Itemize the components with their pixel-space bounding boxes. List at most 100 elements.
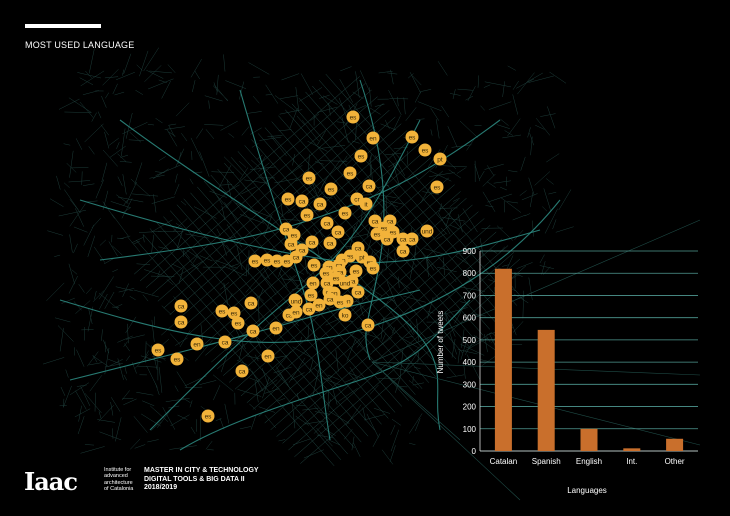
street-line: [146, 69, 164, 79]
street-line: [60, 386, 66, 396]
street-line: [369, 107, 381, 115]
main-road: [119, 119, 441, 431]
street-line: [351, 436, 355, 451]
street-line: [313, 367, 333, 387]
tweet-marker: pt: [433, 152, 447, 166]
road-network: [42, 47, 701, 501]
marker-dot: [418, 143, 432, 157]
marker-label: und: [340, 280, 351, 287]
tweet-marker: es: [343, 166, 357, 180]
street-line: [87, 351, 99, 367]
street-line: [443, 257, 445, 276]
street-line: [215, 418, 222, 421]
street-line: [122, 174, 127, 195]
page-title: MOST USED LANGUAGE: [25, 40, 135, 50]
street-line: [161, 80, 171, 99]
street-line: [193, 255, 199, 263]
tweet-marker: en: [190, 337, 204, 351]
street-line: [292, 154, 295, 166]
y-tick-label: 400: [463, 358, 477, 367]
street-line: [168, 123, 177, 126]
street-line: [118, 288, 135, 293]
course-line: 2018/2019: [144, 484, 178, 491]
marker-label: en: [193, 341, 201, 348]
bar-english: [580, 428, 598, 451]
street-line: [324, 377, 332, 380]
tweet-marker: ca: [295, 194, 309, 208]
street-line: [99, 239, 106, 246]
street-line: [368, 154, 373, 163]
street-line: [430, 107, 440, 121]
street-line: [403, 97, 406, 115]
street-line: [313, 228, 318, 234]
street-line: [357, 338, 369, 355]
street-line: [484, 81, 512, 88]
street-line: [177, 414, 188, 420]
street-line: [291, 401, 296, 429]
street-line: [337, 155, 348, 170]
marker-label: es: [284, 258, 292, 265]
marker-dot: [396, 232, 410, 246]
street-line: [409, 442, 416, 446]
street-line: [392, 163, 400, 185]
street-line: [220, 120, 238, 131]
street-line: [546, 153, 560, 163]
street-line: [151, 196, 175, 204]
marker-label: ca: [250, 328, 257, 335]
street-line: [359, 70, 371, 92]
street-line: [75, 208, 85, 227]
tweet-marker: ca: [289, 250, 303, 264]
street-line: [446, 374, 465, 379]
marker-label: ca: [324, 220, 331, 227]
institute-name: Institute for advanced architecture of C…: [104, 467, 148, 493]
street-line: [139, 50, 149, 77]
main-road: [59, 199, 561, 343]
marker-label: en: [309, 280, 317, 287]
marker-dot: [420, 224, 434, 238]
course-info: MASTER IN CITY & TECHNOLOGY DIGITAL TOOL…: [144, 467, 259, 493]
marker-dot: [248, 254, 262, 268]
tweet-marker: es: [304, 288, 318, 302]
street-line: [310, 113, 320, 121]
marker-label: es: [306, 175, 314, 182]
street-line: [452, 197, 460, 202]
marker-dot: [380, 232, 394, 246]
tweet-marker: es: [349, 264, 363, 278]
street-line: [110, 397, 121, 412]
street-line: [165, 398, 190, 402]
street-line: [215, 259, 238, 269]
street-line: [297, 241, 308, 243]
street-line: [179, 260, 203, 276]
street-line: [327, 399, 331, 407]
marker-label: es: [304, 212, 312, 219]
street-line: [124, 366, 127, 374]
street-line: [97, 111, 102, 119]
street-line: [65, 369, 69, 378]
street-line: [97, 419, 116, 423]
street-line: [547, 106, 556, 129]
street-line: [446, 313, 459, 325]
street-line: [276, 366, 291, 390]
street-line: [277, 398, 286, 402]
marker-dot: [190, 337, 204, 351]
street-line: [213, 385, 221, 401]
street-line: [174, 173, 178, 183]
street-line: [524, 213, 531, 217]
street-line: [261, 368, 268, 385]
street-line: [112, 428, 114, 439]
street-line: [204, 124, 224, 126]
street-line: [405, 107, 417, 121]
marker-label: ca: [384, 236, 391, 243]
street-line: [183, 356, 189, 361]
street-line: [102, 149, 118, 167]
street-line: [254, 380, 259, 403]
tweet-marker: ca: [244, 296, 258, 310]
street-line: [101, 162, 108, 183]
tweet-marker: es: [346, 110, 360, 124]
street-line: [104, 131, 110, 149]
tweet-marker: ca: [396, 232, 410, 246]
street-line: [193, 206, 217, 219]
street-line: [353, 305, 365, 315]
street-line: [102, 201, 115, 219]
